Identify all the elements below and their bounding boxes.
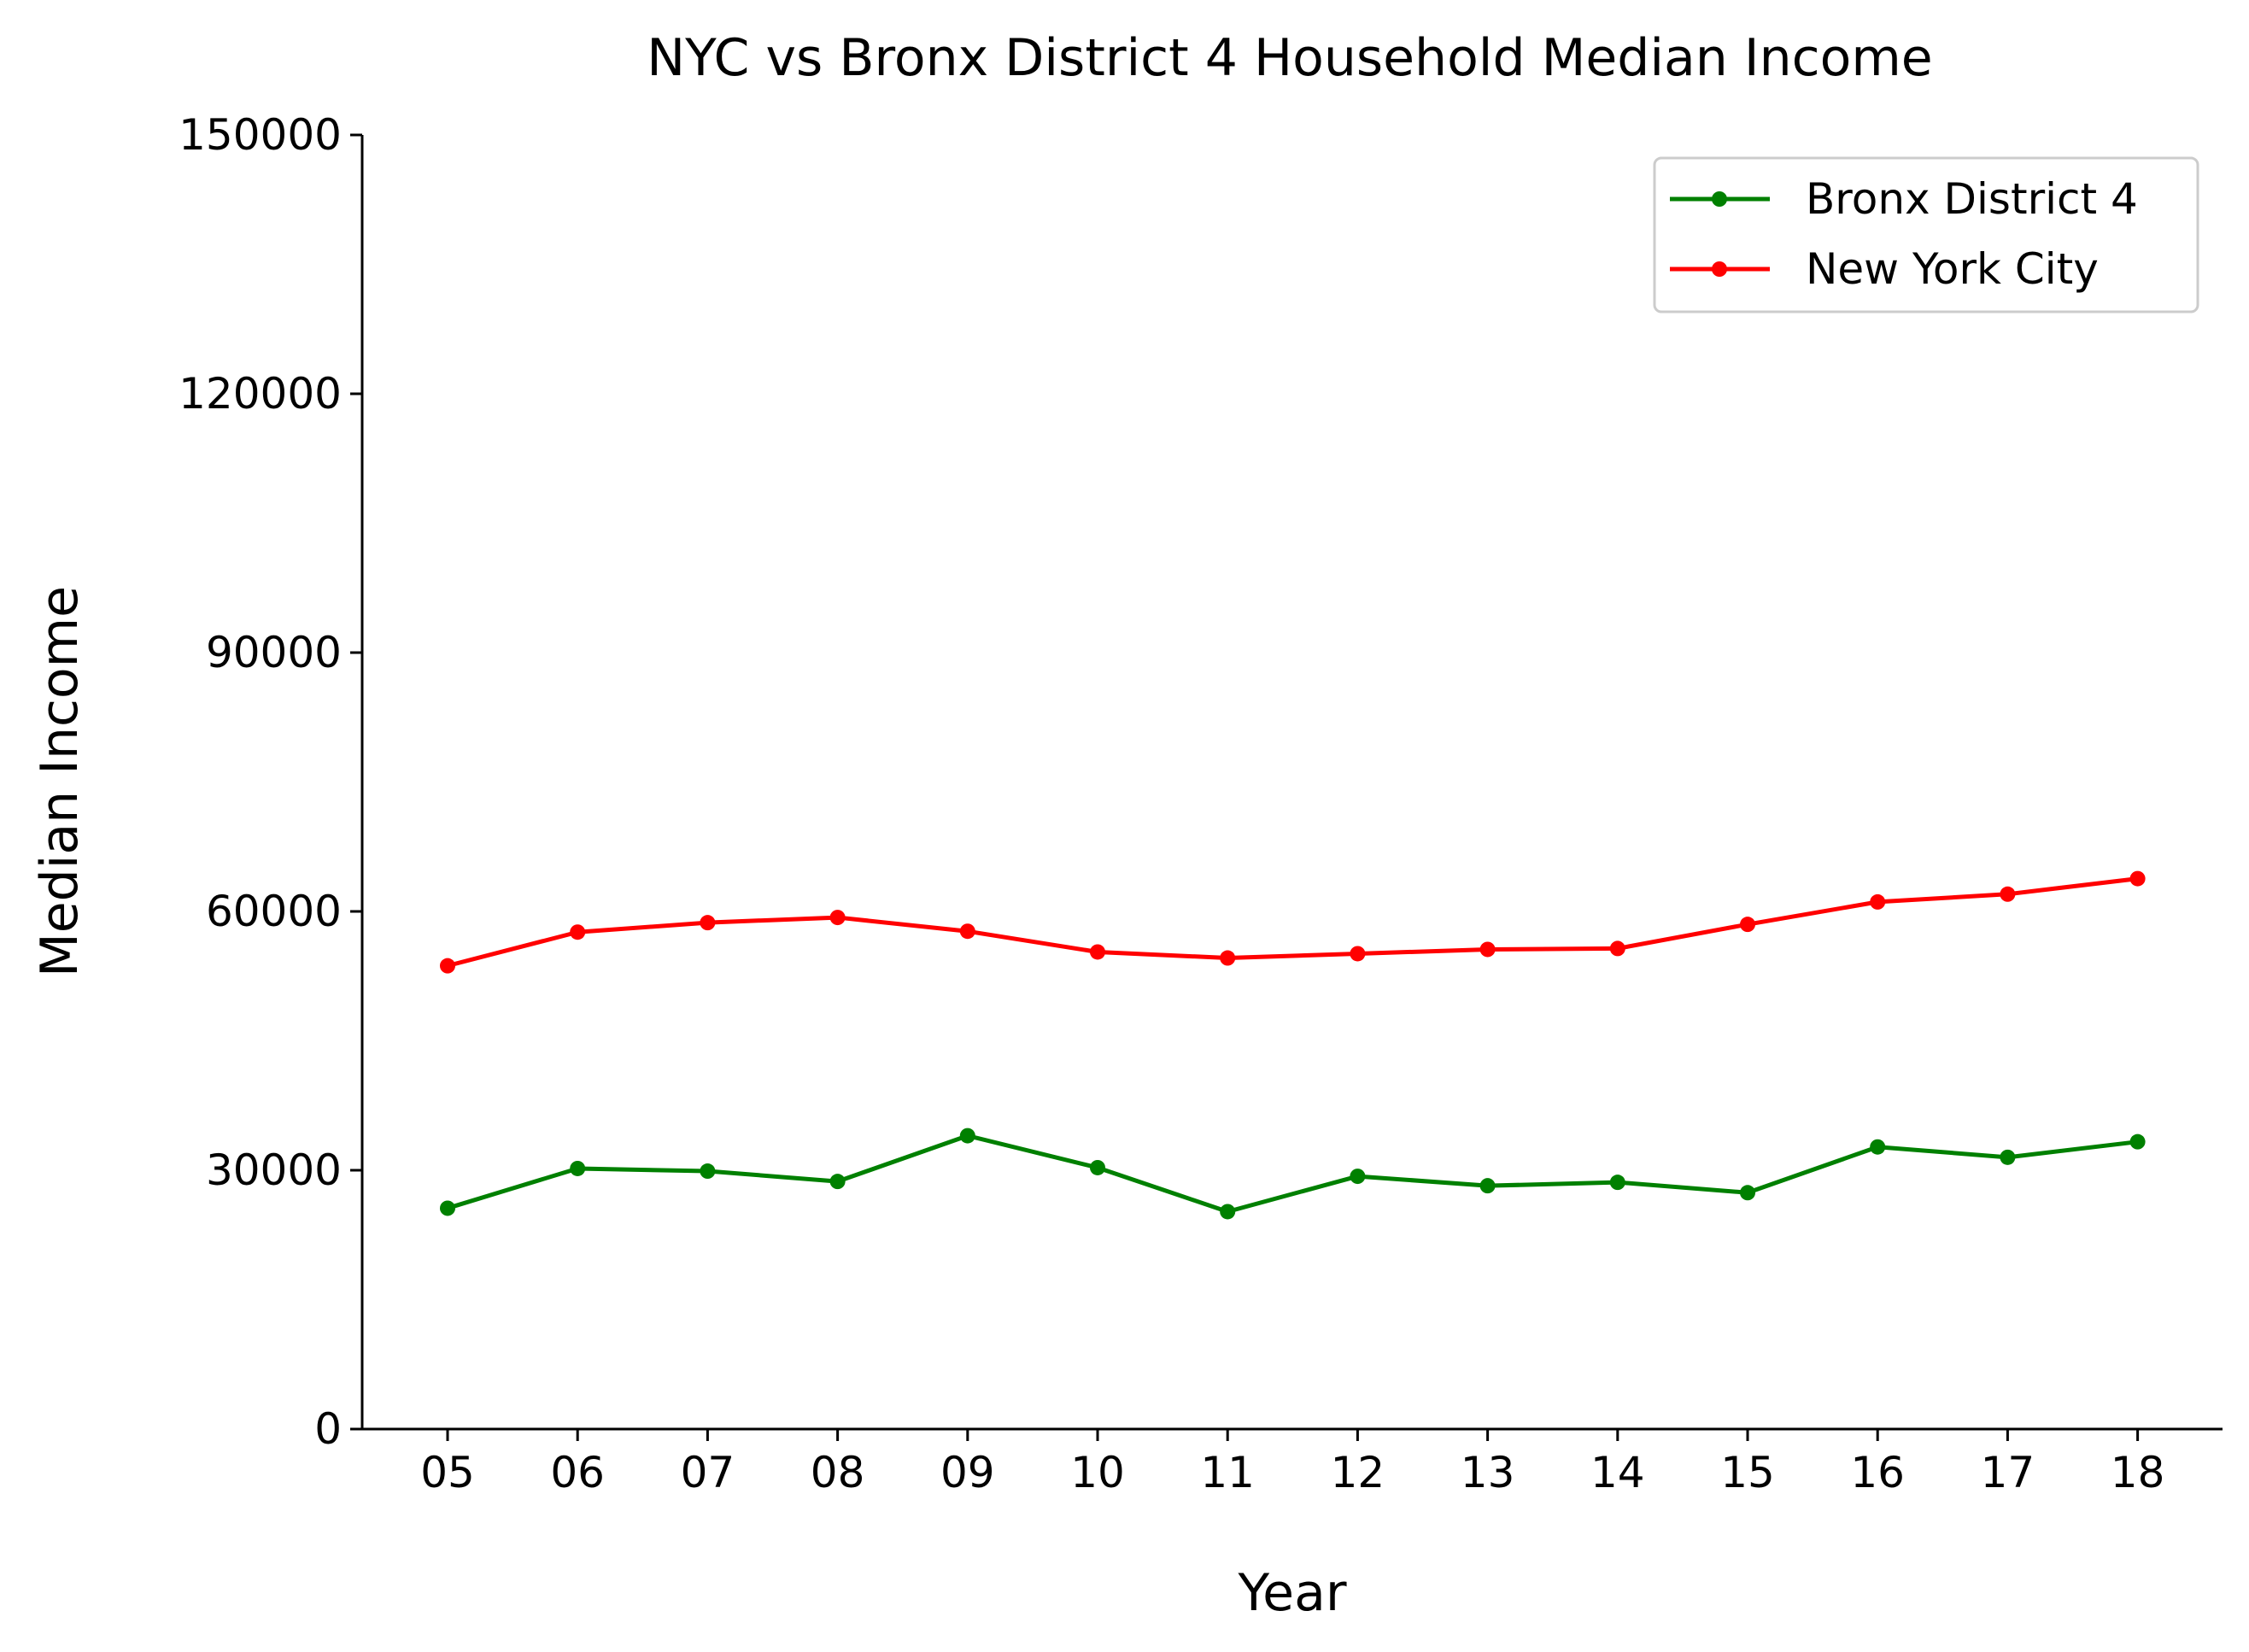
data-point <box>1740 1185 1755 1201</box>
legend-item: New York City <box>1670 244 2099 294</box>
data-point <box>700 1163 716 1180</box>
x-axis-label: Year <box>1237 1563 1346 1623</box>
series-layer <box>440 870 2146 1220</box>
x-tick-label: 16 <box>1850 1448 1905 1497</box>
x-tick-label: 07 <box>681 1448 735 1497</box>
x-tick-label: 15 <box>1720 1448 1775 1497</box>
data-point <box>2129 1134 2146 1150</box>
legend-swatch-marker <box>1712 261 1727 277</box>
series-line <box>447 1134 2138 1214</box>
data-point <box>1740 917 1755 933</box>
legend-items: Bronx District 4 New York City <box>1670 174 2138 294</box>
x-tick-label: 17 <box>1981 1448 2035 1497</box>
y-axis-label: Median Income <box>30 586 90 977</box>
x-tick-label: 05 <box>420 1448 475 1497</box>
data-point <box>1479 1178 1496 1194</box>
x-tick-label: 11 <box>1200 1448 1255 1497</box>
data-point <box>2000 886 2016 902</box>
x-tick-label: 13 <box>1461 1448 1515 1497</box>
series-line <box>447 876 2138 969</box>
data-point <box>1090 1159 1105 1175</box>
x-tick-label: 14 <box>1590 1448 1645 1497</box>
legend-item: Bronx District 4 <box>1670 174 2138 224</box>
x-tick-label: 18 <box>2111 1448 2165 1497</box>
x-tick-label: 12 <box>1331 1448 1385 1497</box>
series-0 <box>440 1128 2146 1220</box>
legend-label: New York City <box>1806 244 2099 294</box>
plot-area: 0 30000 60000 90000 120000 150000 05 06 07 08 09 1… <box>179 110 2223 1497</box>
data-point <box>1870 893 1886 910</box>
legend-frame <box>1653 156 2199 313</box>
y-tick-label: 60000 <box>206 887 342 936</box>
data-point <box>959 923 975 940</box>
data-point <box>1609 1175 1625 1191</box>
x-tick-label: 08 <box>811 1448 865 1497</box>
y-tick-label: 120000 <box>179 369 342 419</box>
data-point <box>570 1160 586 1176</box>
data-point <box>829 1174 846 1190</box>
y-tick-label: 30000 <box>206 1145 342 1195</box>
x-tick-label: 10 <box>1070 1448 1125 1497</box>
data-point <box>2000 1149 2016 1165</box>
data-point <box>1220 950 1236 966</box>
y-ticks: 0 30000 60000 90000 120000 150000 <box>179 110 362 1454</box>
data-point <box>1609 940 1625 957</box>
legend-swatch-marker <box>1712 191 1727 207</box>
data-point <box>440 1200 455 1216</box>
data-point <box>1350 1169 1366 1185</box>
y-tick-label: 150000 <box>179 110 342 160</box>
data-point <box>700 915 716 931</box>
x-tick-label: 09 <box>940 1448 995 1497</box>
data-point <box>829 910 846 926</box>
data-point <box>2129 870 2146 887</box>
y-tick-label: 0 <box>314 1404 342 1454</box>
data-point <box>1870 1139 1886 1155</box>
data-point <box>1220 1204 1236 1220</box>
data-point <box>1350 946 1366 962</box>
series-1 <box>440 870 2146 974</box>
data-point <box>1479 941 1496 958</box>
x-ticks: 05 06 07 08 09 10 11 12 13 14 15 16 17 18 <box>420 1429 2164 1497</box>
y-tick-label: 90000 <box>206 628 342 677</box>
data-point <box>440 958 455 974</box>
data-point <box>959 1128 975 1144</box>
x-tick-label: 06 <box>550 1448 605 1497</box>
legend-label: Bronx District 4 <box>1806 174 2138 224</box>
data-point <box>570 924 586 940</box>
legend: Bronx District 4 New York City <box>1653 156 2199 313</box>
chart-title: NYC vs Bronx District 4 Household Median… <box>647 28 1932 88</box>
data-point <box>1090 944 1105 960</box>
